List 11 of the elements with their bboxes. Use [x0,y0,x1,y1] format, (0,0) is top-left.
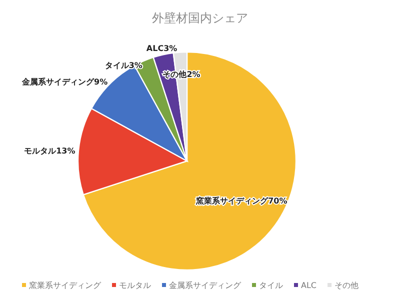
legend-label: 窯業系サイディング [29,281,102,290]
data-label: 窯業系サイディング70% [195,196,288,206]
legend-label: その他 [334,281,359,290]
legend-label: モルタル [119,281,151,290]
data-label: ALC3% [146,44,178,54]
data-label: 金属系サイディング9% [21,78,108,87]
legend-label: 金属系サイディング [169,281,242,290]
legend-label: タイル [259,281,283,290]
legend-label: ALC [301,281,317,290]
data-label: モルタル13% [24,146,76,156]
chart-title: 外壁材国内シェア [152,11,248,25]
